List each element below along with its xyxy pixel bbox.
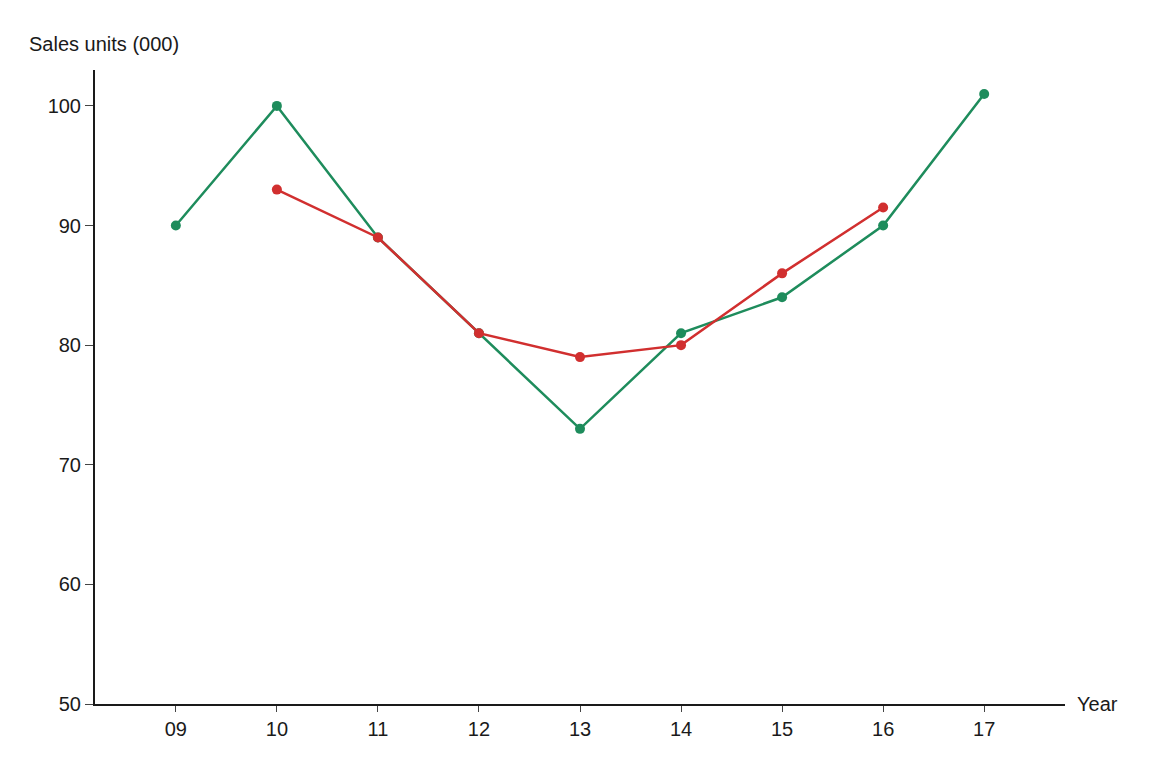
svg-text:10: 10 [266, 718, 288, 740]
svg-text:13: 13 [569, 718, 591, 740]
svg-text:17: 17 [973, 718, 995, 740]
svg-text:80: 80 [59, 334, 81, 356]
svg-text:11: 11 [368, 718, 389, 740]
svg-text:60: 60 [59, 573, 81, 595]
svg-text:14: 14 [670, 718, 692, 740]
svg-text:90: 90 [59, 215, 81, 237]
svg-text:50: 50 [59, 693, 81, 715]
svg-text:15: 15 [771, 718, 793, 740]
svg-text:Sales units (000): Sales units (000) [29, 33, 179, 55]
svg-text:12: 12 [468, 718, 490, 740]
svg-text:16: 16 [872, 718, 894, 740]
svg-text:100: 100 [48, 95, 81, 117]
svg-text:70: 70 [59, 454, 81, 476]
svg-text:09: 09 [165, 718, 187, 740]
svg-text:Year: Year [1077, 693, 1118, 715]
